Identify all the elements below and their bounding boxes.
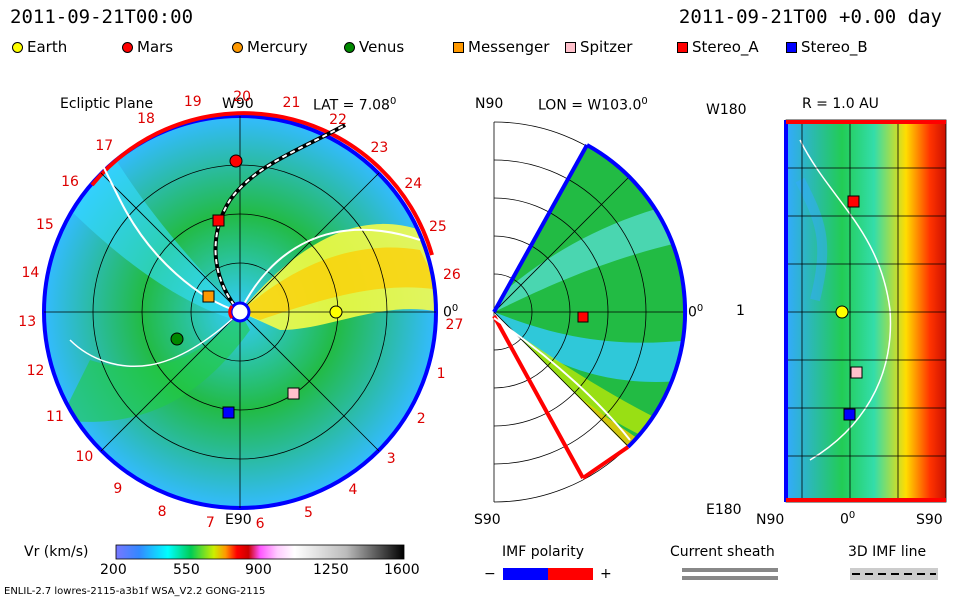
sun-icon bbox=[229, 301, 251, 323]
carrington-label: 27 bbox=[445, 316, 464, 333]
imf-polarity-plus-bar bbox=[548, 568, 593, 580]
meridional-n-label: N90 bbox=[475, 96, 504, 112]
left-timestamp: 2011-09-21T00:00 bbox=[10, 6, 194, 28]
legend-stereo-b: Stereo_B bbox=[786, 38, 868, 56]
colorbar-label: Vr (km/s) bbox=[24, 544, 89, 560]
radial-title: R = 1.0 AU bbox=[802, 96, 879, 112]
legend-mars: Mars bbox=[122, 38, 173, 56]
stereo-a-icon bbox=[677, 41, 688, 53]
ecliptic-top-label: W90 bbox=[222, 96, 254, 112]
carrington-label: 18 bbox=[137, 111, 155, 128]
venus-icon bbox=[344, 41, 355, 53]
current-sheath-label: Current sheath bbox=[670, 544, 775, 560]
colorbar-tick-1600: 1600 bbox=[384, 562, 420, 578]
imf-line-label: 3D IMF line bbox=[848, 544, 927, 560]
spitzer-marker bbox=[287, 387, 300, 400]
carrington-label: 13 bbox=[18, 314, 37, 331]
radial-e180-label: E180 bbox=[706, 502, 742, 518]
radial-map bbox=[784, 119, 947, 503]
earth-marker-radial bbox=[835, 305, 849, 319]
ecliptic-bottom-label: E90 bbox=[225, 512, 252, 528]
carrington-label: 20 bbox=[233, 89, 252, 105]
legend-venus: Venus bbox=[344, 38, 404, 56]
meridional-plot bbox=[492, 121, 688, 503]
carrington-label: 25 bbox=[428, 219, 447, 236]
colorbar-tick-550: 550 bbox=[173, 562, 200, 578]
carrington-label: 26 bbox=[442, 267, 461, 284]
stereo-a-marker-meridional bbox=[577, 311, 589, 323]
carrington-label: 10 bbox=[75, 448, 94, 465]
carrington-label: 22 bbox=[329, 112, 347, 129]
messenger-marker bbox=[202, 290, 215, 303]
carrington-label: 12 bbox=[26, 363, 45, 380]
mercury-icon bbox=[232, 41, 243, 53]
mars-marker bbox=[229, 154, 243, 168]
spitzer-marker-radial bbox=[850, 366, 863, 379]
earth-icon bbox=[12, 41, 23, 53]
meridional-lon-label: LON = W103.00 bbox=[538, 96, 648, 114]
carrington-label: 8 bbox=[157, 503, 167, 520]
carrington-label: 17 bbox=[95, 138, 114, 155]
imf-line-ecliptic bbox=[214, 124, 346, 313]
carrington-label: 5 bbox=[304, 504, 313, 521]
carrington-label: 23 bbox=[370, 139, 389, 156]
imf-polarity-plus: + bbox=[600, 566, 612, 582]
right-timestamp: 2011-09-21T00 +0.00 day bbox=[678, 6, 942, 28]
carrington-label: 19 bbox=[183, 94, 202, 111]
legend-messenger: Messenger bbox=[453, 38, 549, 56]
carrington-label: 6 bbox=[255, 515, 265, 532]
meridional-s-label: S90 bbox=[474, 512, 501, 528]
footer-model-info: ENLIL-2.7 lowres-2115-a3b1f WSA_V2.2 GON… bbox=[4, 586, 266, 597]
colorbar-tick-900: 900 bbox=[245, 562, 272, 578]
radial-w180-label: W180 bbox=[706, 102, 747, 118]
legend-earth: Earth bbox=[12, 38, 67, 56]
radial-n90-label: N90 bbox=[756, 512, 785, 528]
radial-s90-label: S90 bbox=[916, 512, 943, 528]
carrington-label: 7 bbox=[205, 515, 215, 532]
carrington-label: 1 bbox=[436, 365, 446, 382]
mars-icon bbox=[122, 41, 133, 53]
legend-spitzer: Spitzer bbox=[565, 38, 632, 56]
imf-polarity-minus-bar bbox=[503, 568, 548, 580]
carrington-label: 9 bbox=[113, 481, 123, 498]
stereo-b-icon bbox=[786, 41, 797, 53]
ecliptic-title: Ecliptic Plane bbox=[60, 96, 154, 112]
radial-zero-label: 00 bbox=[840, 510, 856, 528]
legend-stereo-a: Stereo_A bbox=[677, 38, 759, 56]
carrington-label: 21 bbox=[282, 95, 301, 112]
imf-polarity-label: IMF polarity bbox=[502, 544, 585, 560]
carrington-label: 11 bbox=[46, 408, 64, 425]
carrington-label: 15 bbox=[35, 217, 54, 234]
colorbar-tick-200: 200 bbox=[100, 562, 127, 578]
stereo-b-marker bbox=[222, 406, 235, 419]
stereo-a-marker bbox=[212, 214, 225, 227]
meridional-right-label: 00 bbox=[688, 303, 704, 321]
stereo-a-marker-radial bbox=[847, 195, 860, 208]
carrington-label: 16 bbox=[61, 174, 79, 191]
ecliptic-lat-label: LAT = 7.080 bbox=[313, 96, 397, 114]
colorbar-tick-1250: 1250 bbox=[313, 562, 349, 578]
stereo-b-marker-radial bbox=[843, 408, 856, 421]
messenger-icon bbox=[453, 41, 464, 53]
ecliptic-plot bbox=[42, 111, 438, 510]
radial-mid-label: 1 bbox=[736, 303, 745, 319]
current-sheath-symbol bbox=[682, 576, 778, 580]
carrington-label: 14 bbox=[21, 264, 40, 281]
venus-marker bbox=[170, 332, 184, 346]
carrington-label: 4 bbox=[348, 482, 358, 499]
earth-marker bbox=[329, 305, 343, 319]
legend-mercury: Mercury bbox=[232, 38, 308, 56]
carrington-label: 24 bbox=[404, 176, 423, 193]
ecliptic-right-label: 00 bbox=[443, 303, 459, 321]
carrington-label: 2 bbox=[416, 411, 426, 428]
carrington-label: 3 bbox=[386, 450, 396, 467]
imf-polarity-minus: − bbox=[484, 566, 496, 582]
spitzer-icon bbox=[565, 41, 576, 53]
velocity-colorbar bbox=[115, 544, 405, 560]
